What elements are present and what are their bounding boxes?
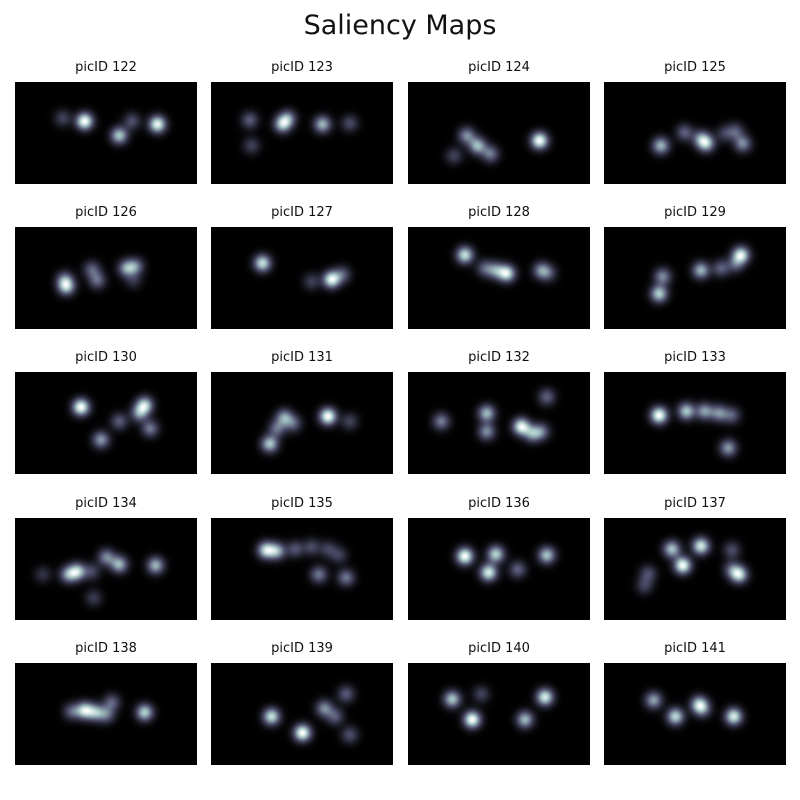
- panel-title: picID 138: [75, 641, 137, 656]
- panel-title: picID 130: [75, 350, 137, 365]
- saliency-heatmap: [211, 372, 393, 474]
- saliency-heatmap: [604, 227, 786, 329]
- saliency-heatmap: [604, 518, 786, 620]
- panel-title: picID 132: [468, 350, 530, 365]
- panel-title: picID 126: [75, 205, 137, 220]
- saliency-heatmap: [15, 227, 197, 329]
- panel-title: picID 140: [468, 641, 530, 656]
- saliency-heatmap: [211, 663, 393, 765]
- saliency-heatmap: [604, 82, 786, 184]
- saliency-heatmap: [408, 372, 590, 474]
- panel-title: picID 128: [468, 205, 530, 220]
- panel-title: picID 125: [664, 60, 726, 75]
- panel-title: picID 137: [664, 496, 726, 511]
- saliency-heatmap: [211, 518, 393, 620]
- saliency-heatmap: [408, 82, 590, 184]
- saliency-heatmap: [408, 227, 590, 329]
- saliency-heatmap: [15, 372, 197, 474]
- panel-title: picID 123: [271, 60, 333, 75]
- saliency-heatmap: [408, 663, 590, 765]
- saliency-heatmap: [15, 518, 197, 620]
- panel-title: picID 136: [468, 496, 530, 511]
- figure-title: Saliency Maps: [303, 10, 497, 41]
- panel-title: picID 122: [75, 60, 137, 75]
- saliency-heatmap: [15, 663, 197, 765]
- panel-title: picID 134: [75, 496, 137, 511]
- panel-title: picID 139: [271, 641, 333, 656]
- saliency-heatmap: [15, 82, 197, 184]
- saliency-heatmap: [604, 372, 786, 474]
- panel-title: picID 133: [664, 350, 726, 365]
- panel-title: picID 124: [468, 60, 530, 75]
- saliency-heatmap: [211, 82, 393, 184]
- saliency-heatmap: [211, 227, 393, 329]
- saliency-heatmap: [604, 663, 786, 765]
- panel-title: picID 135: [271, 496, 333, 511]
- panel-title: picID 129: [664, 205, 726, 220]
- saliency-heatmap: [408, 518, 590, 620]
- panel-title: picID 131: [271, 350, 333, 365]
- panel-title: picID 127: [271, 205, 333, 220]
- panel-title: picID 141: [664, 641, 726, 656]
